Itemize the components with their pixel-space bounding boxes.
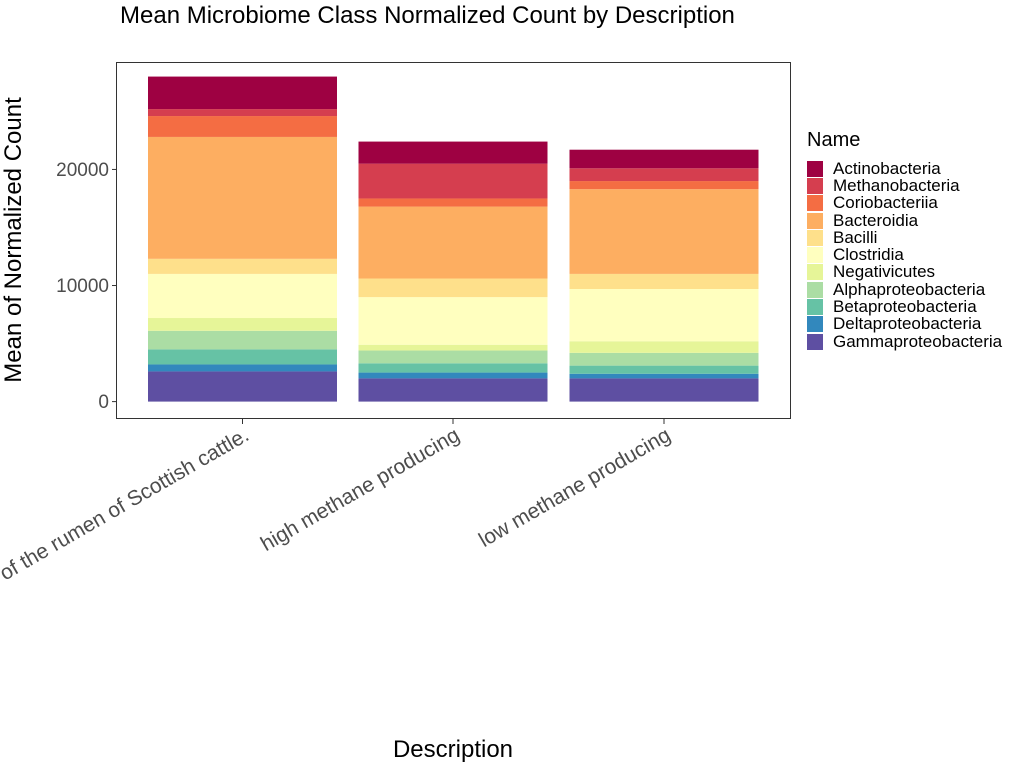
legend-item-methanobacteria: Methanobacteria bbox=[807, 175, 1002, 195]
legend-label: Coriobacteriia bbox=[833, 193, 938, 213]
bar-segment-methanobacteria-2 bbox=[358, 163, 548, 199]
plot-panel-border bbox=[116, 62, 791, 419]
legend-label: Methanobacteria bbox=[833, 175, 960, 195]
legend-swatch bbox=[807, 299, 823, 316]
bar-segment-gammaproteobacteria-1 bbox=[148, 371, 337, 402]
bar-segment-coriobacteriia-3 bbox=[569, 181, 759, 190]
legend-item-coriobacteriia: Coriobacteriia bbox=[807, 193, 1002, 213]
y-tick-label: 10000 bbox=[56, 276, 109, 297]
legend-item-negativicutes: Negativicutes bbox=[807, 262, 1002, 282]
legend-swatch bbox=[807, 281, 823, 298]
legend-item-gammaproteobacteria: Gammaproteobacteria bbox=[807, 331, 1003, 351]
bar-segment-negativicutes-1 bbox=[148, 318, 337, 331]
bar-segment-bacilli-1 bbox=[148, 258, 337, 274]
bar-segment-deltaproteobacteria-2 bbox=[358, 372, 548, 379]
bar-segment-bacteroidia-2 bbox=[358, 206, 548, 279]
bar-segment-alphaproteobacteria-2 bbox=[358, 350, 548, 364]
bar-segment-coriobacteriia-2 bbox=[358, 198, 548, 207]
bar-segment-gammaproteobacteria-3 bbox=[569, 378, 759, 402]
bar-segment-negativicutes-2 bbox=[358, 344, 548, 351]
x-tick-label: of the rumen of Scottish cattle. bbox=[0, 423, 253, 585]
legend-label: Actinobacteria bbox=[833, 158, 941, 178]
legend: Name Actinobacteria Methanobacteria Coriob… bbox=[807, 129, 1003, 351]
legend-label: Gammaproteobacteria bbox=[833, 331, 1003, 351]
bar-segment-gammaproteobacteria-2 bbox=[358, 378, 548, 402]
legend-items: Actinobacteria Methanobacteria Coriobacter… bbox=[807, 158, 1003, 351]
x-tick-label: low methane producing bbox=[475, 423, 675, 551]
legend-label: Betaproteobacteria bbox=[833, 297, 977, 317]
x-axis-label: Description bbox=[392, 736, 514, 763]
y-tick-label: 20000 bbox=[56, 160, 109, 181]
bar-segment-actinobacteria-2 bbox=[358, 141, 548, 164]
bar-segment-betaproteobacteria-2 bbox=[358, 363, 548, 373]
legend-swatch bbox=[807, 247, 823, 264]
bar-segment-methanobacteria-3 bbox=[569, 168, 759, 182]
legend-swatch bbox=[807, 177, 823, 194]
legend-swatch bbox=[807, 160, 823, 177]
bar-segment-bacteroidia-3 bbox=[569, 189, 759, 274]
bar-segment-deltaproteobacteria-1 bbox=[148, 364, 337, 372]
legend-swatch bbox=[807, 195, 823, 212]
legend-label: Bacteroidia bbox=[833, 210, 919, 230]
bar-segment-bacteroidia-1 bbox=[148, 136, 337, 259]
bar-segment-bacilli-3 bbox=[569, 273, 759, 290]
legend-label: Alphaproteobacteria bbox=[833, 279, 986, 299]
bar-segment-clostridia-2 bbox=[358, 297, 548, 345]
bar-segment-betaproteobacteria-1 bbox=[148, 349, 337, 365]
legend-label: Deltaproteobacteria bbox=[833, 314, 982, 334]
y-axis: 0 10000 20000 bbox=[56, 160, 117, 413]
legend-label: Clostridia bbox=[833, 245, 904, 265]
bar-segment-alphaproteobacteria-3 bbox=[569, 352, 759, 366]
legend-item-bacteroidia: Bacteroidia bbox=[807, 210, 1002, 230]
bar-segment-coriobacteriia-1 bbox=[148, 116, 337, 137]
bar-segment-methanobacteria-1 bbox=[148, 109, 337, 117]
bar-segment-bacilli-2 bbox=[358, 278, 548, 298]
bar-segment-alphaproteobacteria-1 bbox=[148, 330, 337, 350]
legend-item-alphaproteobacteria: Alphaproteobacteria bbox=[807, 279, 1002, 299]
y-tick-label: 0 bbox=[98, 392, 109, 413]
legend-item-bacilli: Bacilli bbox=[807, 227, 1002, 247]
legend-label: Bacilli bbox=[833, 227, 878, 247]
legend-item-deltaproteobacteria: Deltaproteobacteria bbox=[807, 314, 1002, 334]
x-tick-label: high methane producing bbox=[257, 423, 464, 556]
bar-segment-deltaproteobacteria-3 bbox=[569, 373, 759, 379]
legend-item-clostridia: Clostridia bbox=[807, 245, 1002, 265]
legend-swatch bbox=[807, 316, 823, 333]
legend-swatch bbox=[807, 264, 823, 281]
bar-segment-actinobacteria-3 bbox=[569, 149, 759, 169]
bar-segment-betaproteobacteria-3 bbox=[569, 365, 759, 374]
legend-item-betaproteobacteria: Betaproteobacteria bbox=[807, 297, 1002, 317]
bar-segment-negativicutes-3 bbox=[569, 341, 759, 353]
legend-title: Name bbox=[807, 129, 861, 151]
bar-segment-clostridia-3 bbox=[569, 289, 759, 342]
legend-swatch bbox=[807, 212, 823, 229]
bar-segment-clostridia-1 bbox=[148, 273, 337, 319]
bar-segment-actinobacteria-1 bbox=[148, 76, 337, 110]
x-axis: of the rumen of Scottish cattle. high met… bbox=[0, 419, 675, 585]
legend-label: Negativicutes bbox=[833, 262, 936, 282]
bars-group bbox=[148, 76, 759, 402]
legend-item-actinobacteria: Actinobacteria bbox=[807, 158, 1002, 178]
legend-swatch bbox=[807, 333, 823, 350]
chart-title: Mean Microbiome Class Normalized Count b… bbox=[120, 2, 735, 29]
legend-swatch bbox=[807, 229, 823, 246]
